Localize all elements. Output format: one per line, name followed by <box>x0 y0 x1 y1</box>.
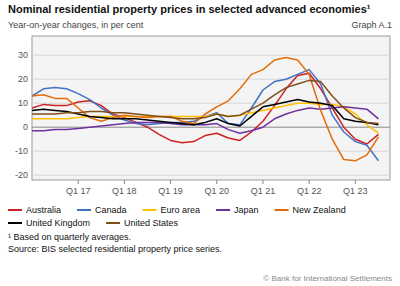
legend-label: United States <box>124 218 179 228</box>
x-tick <box>170 180 171 184</box>
grid-line <box>32 103 390 104</box>
x-tick <box>262 180 263 184</box>
grid-line <box>32 175 390 176</box>
legend-item: Euro area <box>143 205 201 215</box>
x-tick-label: Q1 23 <box>343 186 368 196</box>
legend-swatch <box>143 209 157 211</box>
x-tick <box>216 180 217 184</box>
legend-item: Australia <box>8 205 61 215</box>
series-line <box>32 58 378 161</box>
x-tick-label: Q1 20 <box>205 186 230 196</box>
grid-line <box>32 151 390 152</box>
y-axis: -20 -10 0 10 20 30 <box>15 50 390 180</box>
plot-frame <box>32 36 390 180</box>
legend-label: Canada <box>95 205 127 215</box>
x-tick-label: Q1 18 <box>112 186 137 196</box>
legend-item: United Kingdom <box>8 218 90 228</box>
x-tick <box>78 180 79 184</box>
x-tick-label: Q1 19 <box>158 186 183 196</box>
legend-swatch <box>275 209 289 211</box>
y-tick-label: 30 <box>18 50 28 60</box>
grid-line <box>32 55 390 56</box>
chart: Nominal residential property prices in s… <box>0 0 400 286</box>
legend-label: Australia <box>26 205 61 215</box>
y-tick-label: 10 <box>18 98 28 108</box>
legend-label: Euro area <box>161 205 201 215</box>
series-line <box>32 80 378 123</box>
x-tick <box>124 180 125 184</box>
series-lines <box>32 58 378 161</box>
legend-swatch <box>216 209 230 211</box>
y-tick-label: 0 <box>23 122 28 132</box>
grid-line <box>32 79 390 80</box>
legend-label: New Zealand <box>293 205 346 215</box>
x-axis: Q1 17 Q1 18 Q1 19 Q1 20 Q1 21 Q1 22 Q1 23 <box>66 180 368 196</box>
graph-label: Graph A.1 <box>351 20 392 30</box>
y-tick-label: -20 <box>15 170 28 180</box>
legend-item: New Zealand <box>275 205 346 215</box>
x-tick <box>309 180 310 184</box>
x-tick <box>355 180 356 184</box>
x-tick-label: Q1 21 <box>251 186 276 196</box>
legend-swatch <box>8 222 22 224</box>
legend: Australia Canada Euro area Japan New Zealand… <box>8 205 346 228</box>
y-tick-label: 20 <box>18 74 28 84</box>
series-line <box>32 107 378 133</box>
copyright: © Bank for International Settlements <box>263 274 392 283</box>
legend-swatch <box>8 209 22 211</box>
title: Nominal residential property prices in s… <box>8 3 371 15</box>
subtitle: Year-on-year changes, in per cent <box>8 20 144 30</box>
source: Source: BIS selected residential propert… <box>8 244 222 254</box>
legend-swatch <box>77 209 91 211</box>
x-tick-label: Q1 17 <box>66 186 91 196</box>
legend-item: Canada <box>77 205 127 215</box>
legend-swatch <box>106 222 120 224</box>
title-group: Nominal residential property prices in s… <box>8 3 371 15</box>
y-tick-label: -10 <box>15 146 28 156</box>
series-line <box>32 70 378 161</box>
x-tick-label: Q1 22 <box>297 186 322 196</box>
legend-item: United States <box>106 218 179 228</box>
legend-item: Japan <box>216 205 259 215</box>
legend-label: United Kingdom <box>26 218 90 228</box>
footnote: ¹ Based on quarterly averages. <box>8 232 131 242</box>
legend-label: Japan <box>234 205 259 215</box>
series-line <box>32 73 378 144</box>
